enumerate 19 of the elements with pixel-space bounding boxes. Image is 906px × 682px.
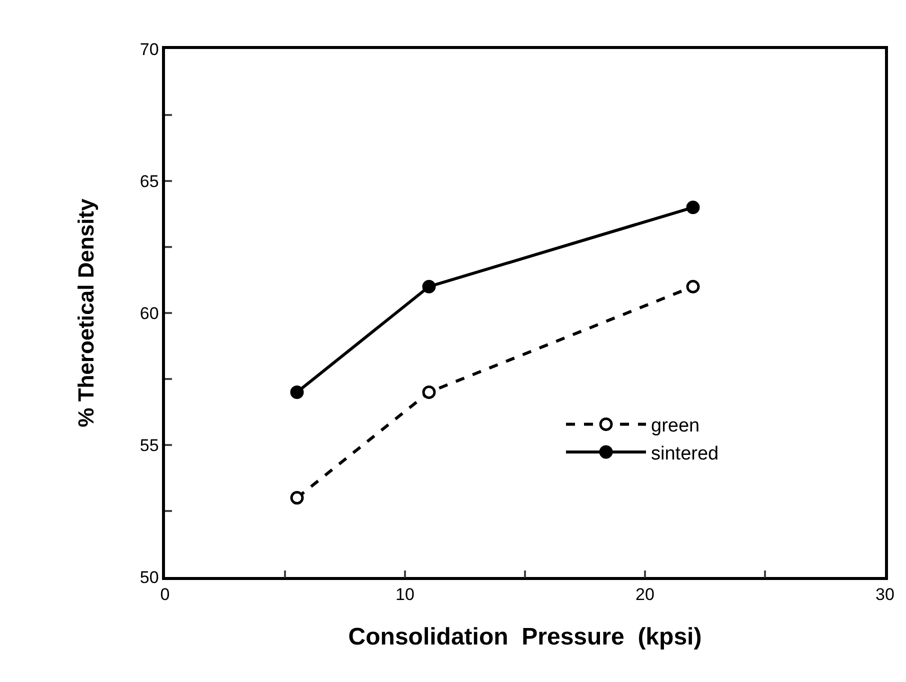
x-tick-label: 10 bbox=[396, 585, 414, 604]
point bbox=[686, 200, 700, 214]
x-tick-label: 0 bbox=[160, 585, 170, 604]
x-tick-label: 30 bbox=[876, 585, 894, 604]
x-tick-label: 20 bbox=[636, 585, 654, 604]
point bbox=[422, 280, 436, 294]
legend-label: green bbox=[651, 416, 700, 437]
y-tick-label: 60 bbox=[140, 304, 159, 323]
legend-label: sintered bbox=[651, 443, 719, 464]
y-axis-title: % Theroetical Density bbox=[74, 198, 99, 428]
point bbox=[686, 280, 700, 294]
x-axis-title: Consolidation Pressure (kpsi) bbox=[348, 623, 702, 650]
y-tick-label: 50 bbox=[140, 568, 159, 587]
y-tick-label: 70 bbox=[140, 40, 159, 59]
point bbox=[290, 491, 304, 505]
y-tick-label: 55 bbox=[140, 436, 159, 455]
y-tick-label: 65 bbox=[140, 172, 159, 191]
point bbox=[422, 385, 436, 399]
point bbox=[290, 385, 304, 399]
